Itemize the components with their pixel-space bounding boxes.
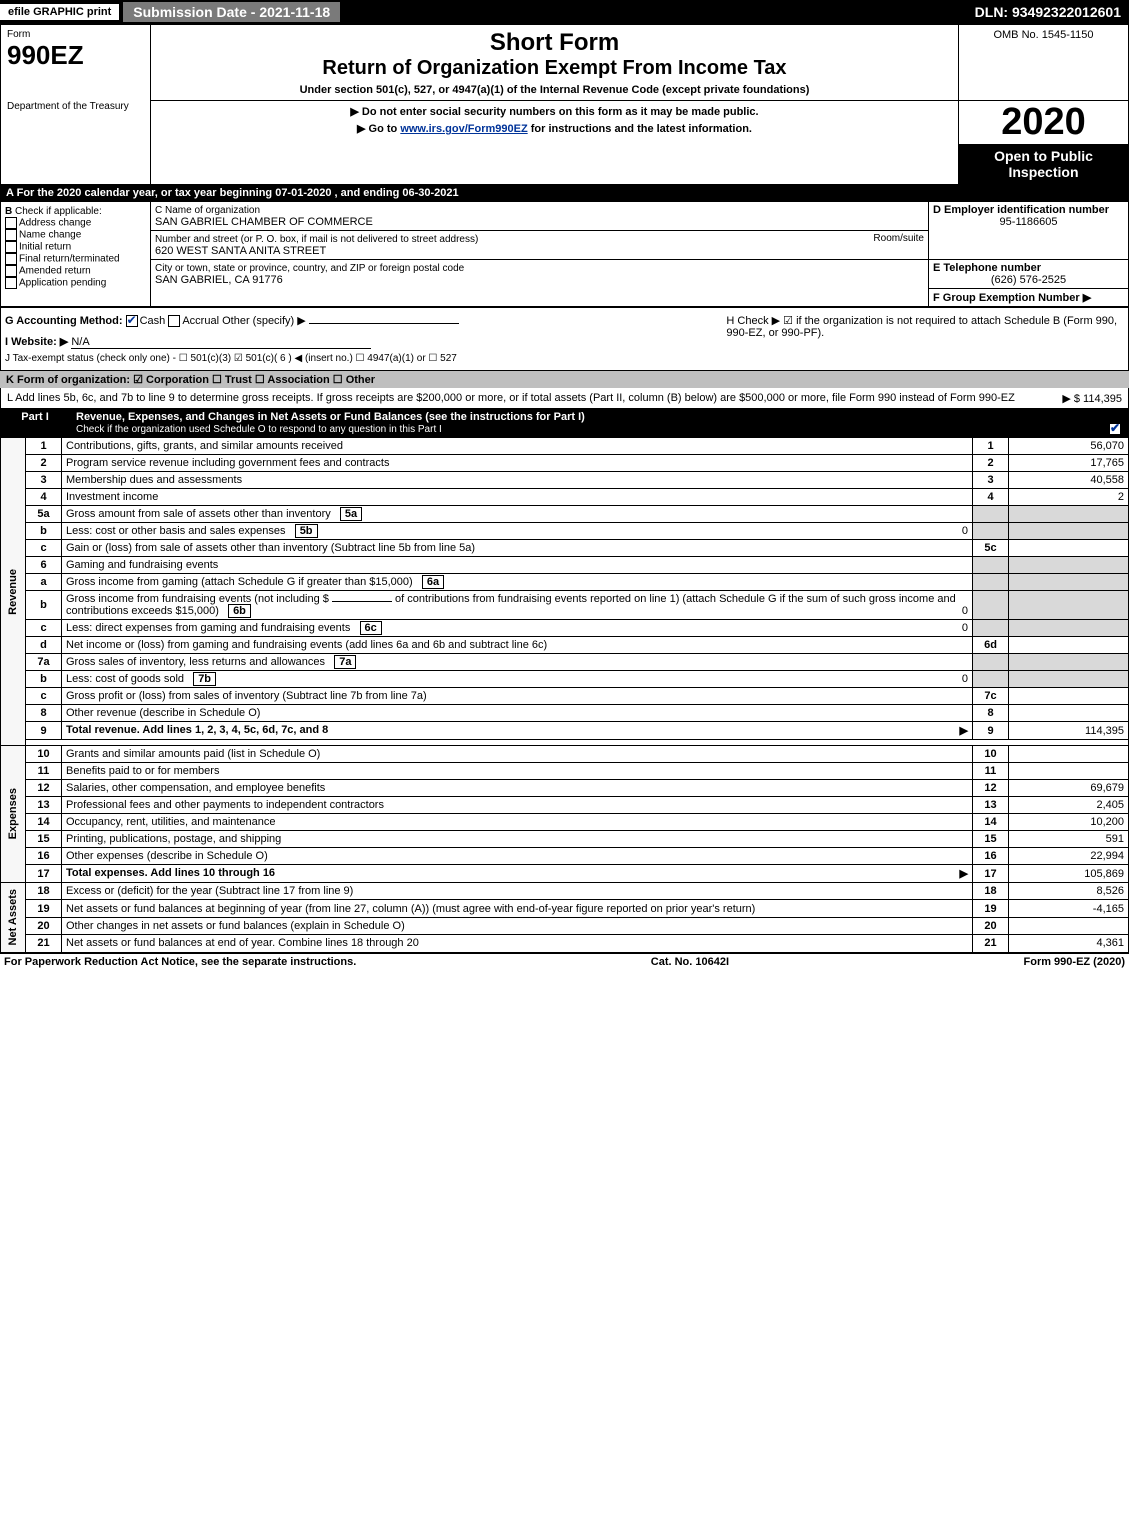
vert-netassets: Net Assets bbox=[1, 883, 26, 952]
box-BCDEF: B Check if applicable: Address change Na… bbox=[0, 201, 1129, 307]
chk-final[interactable] bbox=[5, 253, 17, 265]
year-cell: 2020 Open to Public Inspection bbox=[959, 101, 1129, 185]
line-K: K Form of organization: ☑ Corporation ☐ … bbox=[0, 371, 1129, 388]
omb-number: OMB No. 1545-1150 bbox=[965, 29, 1122, 41]
form-number: 990EZ bbox=[7, 40, 144, 71]
box-C-addr: Number and street (or P. O. box, if mail… bbox=[151, 231, 929, 260]
submission-date: Submission Date - 2021-11-18 bbox=[123, 2, 340, 22]
header-left: Form 990EZ Department of the Treasury bbox=[1, 25, 151, 185]
goto-link[interactable]: www.irs.gov/Form990EZ bbox=[400, 123, 527, 135]
box-GHIJK: G Accounting Method: Cash Accrual Other … bbox=[0, 307, 1129, 371]
part1-head: Revenue, Expenses, and Changes in Net As… bbox=[70, 409, 1129, 437]
part1-label: Part I bbox=[0, 409, 70, 437]
box-D: D Employer identification number 95-1186… bbox=[929, 202, 1129, 260]
form-header: Form 990EZ Department of the Treasury Sh… bbox=[0, 24, 1129, 185]
chk-cash[interactable] bbox=[126, 315, 138, 327]
form-word: Form bbox=[7, 29, 144, 40]
part1-table: Revenue 1 Contributions, gifts, grants, … bbox=[0, 437, 1129, 952]
under-section: Under section 501(c), 527, or 4947(a)(1)… bbox=[157, 84, 952, 96]
open-public: Open to Public Inspection bbox=[959, 144, 1128, 184]
box-C-city: City or town, state or province, country… bbox=[151, 260, 929, 307]
box-F: F Group Exemption Number ▶ bbox=[929, 289, 1129, 307]
vert-revenue: Revenue bbox=[1, 438, 26, 746]
top-bar: efile GRAPHIC print Submission Date - 20… bbox=[0, 0, 1129, 24]
chk-schedO[interactable] bbox=[1109, 423, 1121, 435]
page-footer: For Paperwork Reduction Act Notice, see … bbox=[0, 953, 1129, 970]
header-mid2: ▶ Do not enter social security numbers o… bbox=[151, 101, 959, 185]
line-L: L Add lines 5b, 6c, and 7b to line 9 to … bbox=[0, 388, 1129, 409]
chk-accrual[interactable] bbox=[168, 315, 180, 327]
chk-pending[interactable] bbox=[5, 277, 17, 289]
box-C-name: C Name of organization SAN GABRIEL CHAMB… bbox=[151, 202, 929, 231]
line-J: J Tax-exempt status (check only one) - ☐… bbox=[5, 353, 718, 364]
footer-right: Form 990-EZ (2020) bbox=[1024, 956, 1125, 968]
dept-treasury: Department of the Treasury bbox=[7, 101, 144, 112]
line-G: G Accounting Method: Cash Accrual Other … bbox=[1, 308, 723, 371]
chk-address[interactable] bbox=[5, 217, 17, 229]
box-E: E Telephone number (626) 576-2525 bbox=[929, 260, 1129, 289]
chk-initial[interactable] bbox=[5, 241, 17, 253]
header-mid: Short Form Return of Organization Exempt… bbox=[151, 25, 959, 101]
line-A: A For the 2020 calendar year, or tax yea… bbox=[0, 185, 1129, 201]
footer-left: For Paperwork Reduction Act Notice, see … bbox=[4, 956, 356, 968]
line-H: H Check ▶ ☑ if the organization is not r… bbox=[722, 308, 1128, 371]
box-B: B Check if applicable: Address change Na… bbox=[1, 202, 151, 307]
tax-year: 2020 bbox=[959, 101, 1128, 144]
no-ssn: ▶ Do not enter social security numbers o… bbox=[157, 105, 952, 118]
chk-amended[interactable] bbox=[5, 265, 17, 277]
return-title: Return of Organization Exempt From Incom… bbox=[157, 57, 952, 80]
omb-cell: OMB No. 1545-1150 bbox=[959, 25, 1129, 101]
footer-mid: Cat. No. 10642I bbox=[651, 956, 729, 968]
efile-label: efile GRAPHIC print bbox=[0, 4, 119, 20]
vert-expenses: Expenses bbox=[1, 746, 26, 883]
short-form-title: Short Form bbox=[157, 29, 952, 57]
dln: DLN: 93492322012601 bbox=[975, 4, 1129, 20]
goto: ▶ Go to www.irs.gov/Form990EZ for instru… bbox=[157, 122, 952, 135]
chk-name[interactable] bbox=[5, 229, 17, 241]
